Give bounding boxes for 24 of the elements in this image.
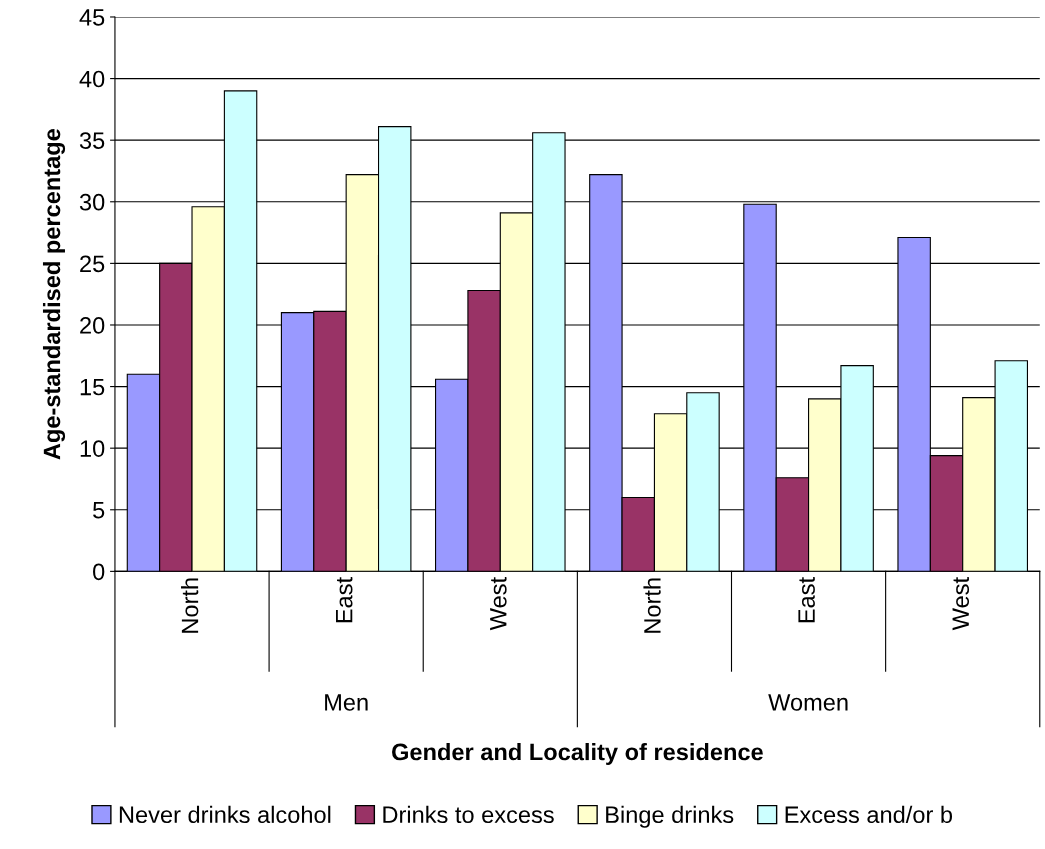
x-tick-label: East xyxy=(336,577,353,623)
y-tick-label: 15 xyxy=(80,378,105,396)
y-tick-label: 40 xyxy=(79,70,105,88)
y-tick-label: 20 xyxy=(80,317,105,334)
y-tick-label: 30 xyxy=(79,193,105,211)
y-tick-label: 45 xyxy=(79,9,105,26)
y-tick-label: 10 xyxy=(80,440,105,457)
text: Women xyxy=(768,694,848,711)
legend-label: Binge drinks xyxy=(606,805,734,828)
x-tick-label: North xyxy=(181,578,199,633)
x-axis-title: Gender and Locality of residence xyxy=(392,743,763,766)
x-tick-label: West xyxy=(490,577,507,631)
y-tick-label: 0 xyxy=(93,563,105,581)
legend-label: Never drinks alcohol xyxy=(119,805,331,824)
y-axis-title: Age-standardised percentage xyxy=(42,128,66,460)
legend-label: Excess and/or b xyxy=(785,805,953,824)
y-tick-label: 5 xyxy=(93,502,105,519)
x-tick-label: East xyxy=(798,577,815,623)
x-tick-label: North xyxy=(643,578,661,633)
x-tick-label: West xyxy=(952,577,970,631)
y-tick-label: 25 xyxy=(80,255,105,273)
y-tick-label: 35 xyxy=(79,132,105,149)
text: Men xyxy=(325,694,368,711)
legend-label: Drinks to excess xyxy=(383,805,554,824)
